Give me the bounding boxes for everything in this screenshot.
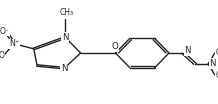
Text: O: O xyxy=(111,42,118,51)
Text: CH₃: CH₃ xyxy=(60,8,73,17)
Text: N: N xyxy=(62,33,69,42)
Text: N: N xyxy=(209,59,216,68)
Text: O⁻: O⁻ xyxy=(0,27,10,36)
Text: N: N xyxy=(184,46,191,55)
Text: O: O xyxy=(0,51,5,60)
Text: N⁺: N⁺ xyxy=(9,39,19,48)
Text: CH₃: CH₃ xyxy=(216,71,218,80)
Text: CH₃: CH₃ xyxy=(216,48,218,57)
Text: N: N xyxy=(61,64,68,73)
